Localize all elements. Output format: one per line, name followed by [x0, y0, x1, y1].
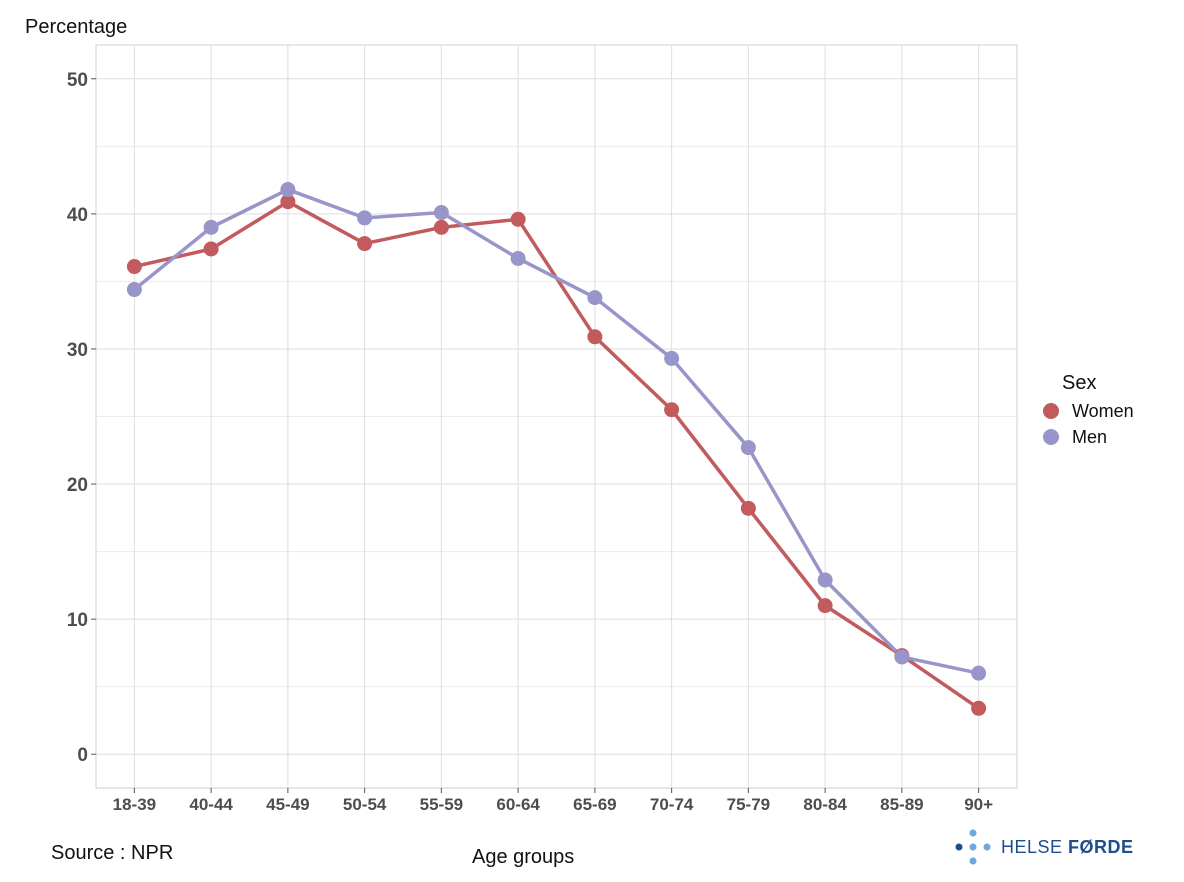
point-men-75-79 — [740, 440, 756, 456]
point-men-80-84 — [817, 572, 833, 588]
y-tick-label: 40 — [67, 205, 88, 226]
x-tick-label: 75-79 — [727, 795, 770, 814]
point-women-50-54 — [357, 236, 373, 252]
y-tick-labels: 0 10 20 30 40 50 — [67, 70, 96, 766]
x-tick-label: 85-89 — [880, 795, 923, 814]
y-tick-label: 0 — [77, 745, 88, 766]
x-tick-label: 80-84 — [803, 795, 847, 814]
x-tick-label: 40-44 — [189, 795, 233, 814]
legend-label-women: Women — [1072, 400, 1134, 421]
legend-label-men: Men — [1072, 426, 1108, 447]
x-tick-label: 90+ — [964, 795, 993, 814]
point-women-90+ — [971, 700, 987, 716]
point-women-80-84 — [817, 598, 833, 614]
point-women-45-49 — [280, 194, 296, 210]
x-axis-title: Age groups — [472, 846, 575, 868]
series-line-men — [133, 187, 979, 675]
legend-title: Sex — [1062, 372, 1097, 394]
legend-item-women: Women — [1040, 401, 1134, 421]
point-women-70-74 — [664, 402, 680, 418]
point-women-40-44 — [203, 241, 219, 257]
point-men-60-64 — [510, 250, 526, 266]
point-men-55-59 — [433, 205, 449, 221]
logo-cross-icon — [955, 829, 991, 865]
point-men-65-69 — [587, 290, 603, 306]
logo-text-bold: FØRDE — [1068, 836, 1134, 857]
y-tick-label: 50 — [67, 70, 88, 91]
point-men-50-54 — [357, 210, 373, 226]
y-tick-label: 30 — [67, 340, 88, 361]
x-tick-label: 70-74 — [650, 795, 694, 814]
x-tick-label: 50-54 — [343, 795, 387, 814]
x-tick-label: 60-64 — [496, 795, 540, 814]
point-men-45-49 — [280, 182, 296, 198]
legend: Sex Women Men — [1040, 372, 1134, 447]
point-men-40-44 — [203, 219, 219, 235]
x-tick-label: 45-49 — [266, 795, 309, 814]
point-women-55-59 — [433, 219, 449, 235]
logo-text: HELSE FØRDE — [1001, 837, 1134, 858]
point-women-60-64 — [510, 211, 526, 227]
series-layer — [126, 182, 987, 716]
y-tick-label: 20 — [67, 475, 88, 496]
point-women-65-69 — [587, 329, 603, 345]
source-note: Source : NPR — [51, 842, 174, 864]
y-axis-title: Percentage — [25, 16, 128, 38]
grid — [95, 44, 1018, 789]
point-men-18-39 — [126, 282, 142, 298]
point-men-90+ — [971, 665, 987, 681]
helse-forde-logo: HELSE FØRDE — [955, 828, 1134, 866]
logo-text-light: HELSE — [1001, 836, 1069, 857]
x-tick-label: 65-69 — [573, 795, 616, 814]
legend-item-men: Men — [1040, 427, 1134, 447]
point-women-18-39 — [126, 259, 142, 275]
point-men-85-89 — [894, 649, 910, 665]
point-men-70-74 — [664, 350, 680, 366]
x-tick-label: 18-39 — [113, 795, 156, 814]
x-tick-labels: 18-39 40-44 45-49 50-54 55-59 60-64 65-69 70-74… — [113, 788, 993, 814]
legend-swatch-women — [1043, 403, 1059, 419]
legend-swatch-men — [1043, 429, 1059, 445]
point-women-75-79 — [740, 500, 756, 516]
x-tick-label: 55-59 — [420, 795, 463, 814]
y-tick-label: 10 — [67, 610, 88, 631]
